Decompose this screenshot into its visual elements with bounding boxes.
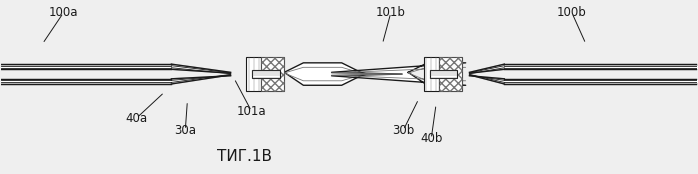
Bar [439,57,462,91]
Text: 30b: 30b [392,124,415,137]
Bar [261,57,284,91]
Bar [424,57,439,91]
Text: 101b: 101b [376,6,406,19]
Text: ΤИГ.1В: ΤИГ.1В [217,149,272,164]
Polygon shape [172,66,230,74]
Text: 101a: 101a [237,105,266,118]
Polygon shape [172,74,230,82]
Polygon shape [470,64,505,73]
Polygon shape [172,68,230,74]
Text: 40b: 40b [420,132,443,145]
Text: 30a: 30a [174,124,196,137]
Polygon shape [470,74,505,84]
Polygon shape [470,66,505,74]
Bar [261,57,284,91]
Polygon shape [332,63,466,85]
Polygon shape [172,75,230,80]
Bar [252,70,280,78]
Polygon shape [470,74,505,82]
Bar [246,57,261,91]
Text: 40a: 40a [126,112,147,125]
Polygon shape [470,68,505,74]
Bar [439,57,462,91]
Polygon shape [470,75,505,80]
Bar [429,70,457,78]
Polygon shape [284,63,367,85]
Polygon shape [172,64,230,73]
Text: 100a: 100a [49,6,78,19]
Polygon shape [172,74,230,84]
Text: 100b: 100b [557,6,587,19]
